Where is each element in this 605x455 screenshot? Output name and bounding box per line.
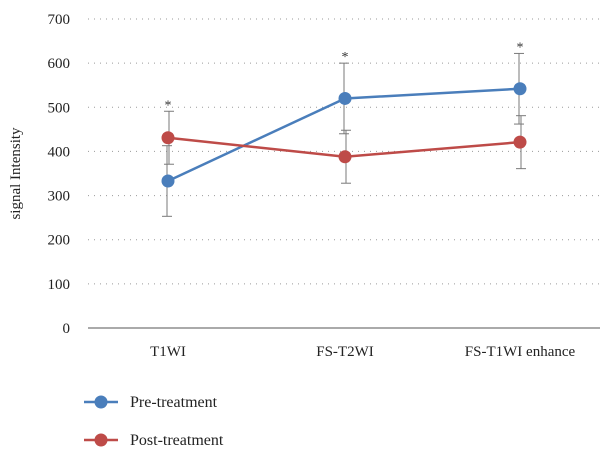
y-tick-label: 200 <box>48 233 71 249</box>
data-point <box>338 91 352 105</box>
significance-marker: * <box>165 98 172 113</box>
legend-marker <box>94 433 108 447</box>
legend: Pre-treatment Post-treatment <box>84 394 224 449</box>
data-points <box>161 82 527 188</box>
data-point <box>161 174 175 188</box>
legend-label: Post-treatment <box>130 432 224 449</box>
y-tick-label: 400 <box>48 144 71 160</box>
significance-markers: * * * <box>165 40 524 113</box>
y-axis-title: signal Intensity <box>8 127 24 220</box>
significance-marker: * <box>342 50 349 65</box>
y-axis-ticks: 0 100 200 300 400 500 600 700 <box>48 12 71 337</box>
legend-label: Pre-treatment <box>130 394 218 411</box>
data-point <box>513 82 527 96</box>
data-point <box>513 135 527 149</box>
y-tick-label: 300 <box>48 189 71 205</box>
legend-marker <box>94 395 108 409</box>
x-tick-label: FS-T2WI <box>316 344 374 360</box>
y-tick-label: 600 <box>48 56 71 72</box>
y-tick-label: 0 <box>63 321 71 337</box>
y-tick-label: 500 <box>48 100 71 116</box>
y-tick-label: 100 <box>48 277 71 293</box>
y-tick-label: 700 <box>48 12 71 28</box>
x-tick-label: FS-T1WI enhance <box>465 344 576 360</box>
x-tick-label: T1WI <box>150 344 186 360</box>
gridlines <box>88 18 600 285</box>
data-point <box>161 131 175 145</box>
data-point <box>338 150 352 164</box>
significance-marker: * <box>517 40 524 55</box>
x-axis-ticks: T1WI FS-T2WI FS-T1WI enhance <box>150 344 575 360</box>
error-bars <box>162 52 526 217</box>
